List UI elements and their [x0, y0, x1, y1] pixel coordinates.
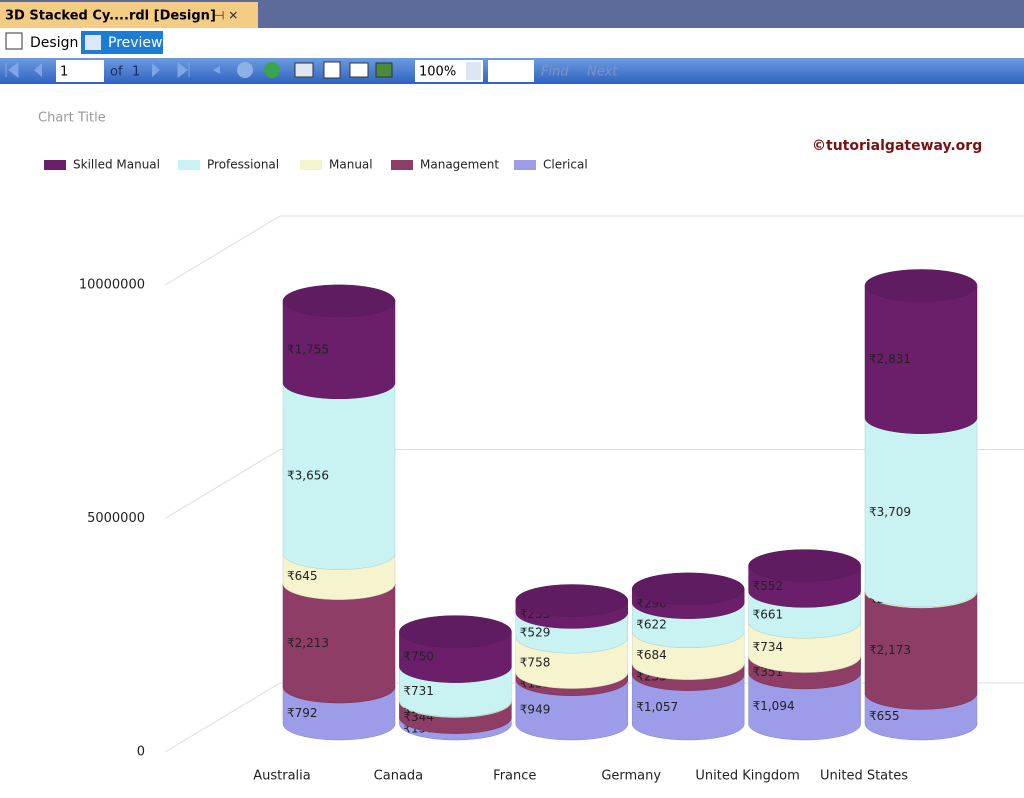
x-tick-label: United States: [820, 769, 908, 784]
cylinder-top: [864, 269, 978, 302]
data-label: ₹731: [403, 684, 434, 698]
zoom-dropdown[interactable]: [466, 62, 481, 80]
design-icon: [5, 32, 23, 50]
prev-page-btn[interactable]: [34, 63, 42, 77]
export-btn[interactable]: [375, 62, 393, 78]
data-label: ₹552: [753, 579, 784, 593]
x-tick-label: Canada: [374, 769, 423, 784]
of-label: of: [110, 65, 123, 80]
y-tick-label: 5000000: [87, 511, 145, 526]
y-tick-label: 0: [137, 745, 145, 760]
total-pages: 1: [132, 65, 140, 80]
cylinder-top: [515, 584, 629, 617]
chart-title: Chart Title: [38, 111, 106, 126]
data-label: ₹2,213: [287, 636, 329, 650]
first-page-btn[interactable]: [5, 61, 19, 79]
data-label: ₹3,656: [287, 469, 329, 483]
y-tick-label: 10000000: [79, 278, 145, 293]
data-label: ₹2,173: [869, 643, 911, 657]
view-tabs: [0, 28, 1024, 56]
preview-icon: [85, 35, 101, 50]
data-label: ₹750: [403, 650, 434, 664]
page-input[interactable]: [56, 60, 104, 82]
data-label: ₹622: [636, 618, 667, 632]
preview-tab-bg[interactable]: [81, 31, 163, 54]
data-label: ₹758: [520, 655, 551, 669]
stop-btn[interactable]: [237, 62, 253, 78]
data-label: ₹661: [753, 607, 784, 621]
x-tick-label: United Kingdom: [695, 769, 799, 784]
legend-swatch: [514, 160, 536, 170]
refresh-btn[interactable]: [264, 62, 280, 78]
find-btn[interactable]: Find: [541, 65, 569, 80]
layout-btn[interactable]: [323, 61, 341, 79]
cylinder-top: [282, 284, 396, 318]
page-setup-btn[interactable]: [349, 62, 369, 78]
x-tick-label: Australia: [253, 769, 311, 784]
print-btn[interactable]: [294, 62, 314, 78]
data-label: ₹792: [287, 706, 318, 720]
legend-label: Professional: [207, 158, 279, 172]
pin-icon[interactable]: ⊣ ✕: [214, 9, 238, 23]
x-tick-label: Germany: [601, 769, 661, 784]
cylinder-top: [748, 549, 861, 582]
legend-label: Manual: [329, 158, 373, 172]
chart: 0 5000000 10000000 Skilled Manual Profession…: [44, 158, 1024, 784]
data-label: ₹734: [753, 640, 784, 654]
legend-label: Clerical: [543, 158, 588, 172]
legend-swatch: [300, 160, 322, 170]
preview-tab[interactable]: Preview: [108, 35, 163, 51]
data-label: ₹1,755: [287, 342, 329, 356]
x-tick-label: France: [493, 769, 536, 784]
legend-label: Management: [420, 158, 499, 172]
page-number: 1: [60, 65, 68, 80]
legend-swatch: [178, 160, 200, 170]
data-label: ₹684: [636, 648, 667, 662]
cylinder-top: [631, 572, 745, 606]
legend-swatch: [391, 160, 413, 170]
next-btn[interactable]: Next: [587, 65, 618, 80]
cylinder-top: [399, 615, 512, 648]
watermark: ©tutorialgateway.org: [812, 138, 982, 154]
next-page-btn[interactable]: [152, 63, 160, 77]
data-label: ₹3,709: [869, 505, 911, 519]
back-btn[interactable]: [213, 66, 220, 74]
document-tab[interactable]: [0, 2, 258, 28]
tab-title: 3D Stacked Cy....rdl [Design]: [5, 9, 216, 24]
grid-line: [164, 449, 1024, 519]
data-label: ₹1,094: [753, 699, 795, 713]
legend-swatch: [44, 160, 66, 170]
find-input[interactable]: [488, 60, 534, 82]
data-label: ₹1,057: [636, 700, 678, 714]
grid-line: [164, 215, 1024, 286]
data-label: ₹645: [287, 569, 318, 583]
last-page-btn[interactable]: [177, 61, 190, 79]
data-label: ₹529: [520, 625, 551, 639]
data-label: ₹2,831: [869, 352, 911, 366]
legend-label: Skilled Manual: [73, 158, 160, 172]
zoom-value: 100%: [419, 65, 456, 80]
data-label: ₹949: [520, 702, 551, 716]
data-label: ₹655: [869, 709, 900, 723]
design-tab[interactable]: Design: [30, 35, 78, 51]
